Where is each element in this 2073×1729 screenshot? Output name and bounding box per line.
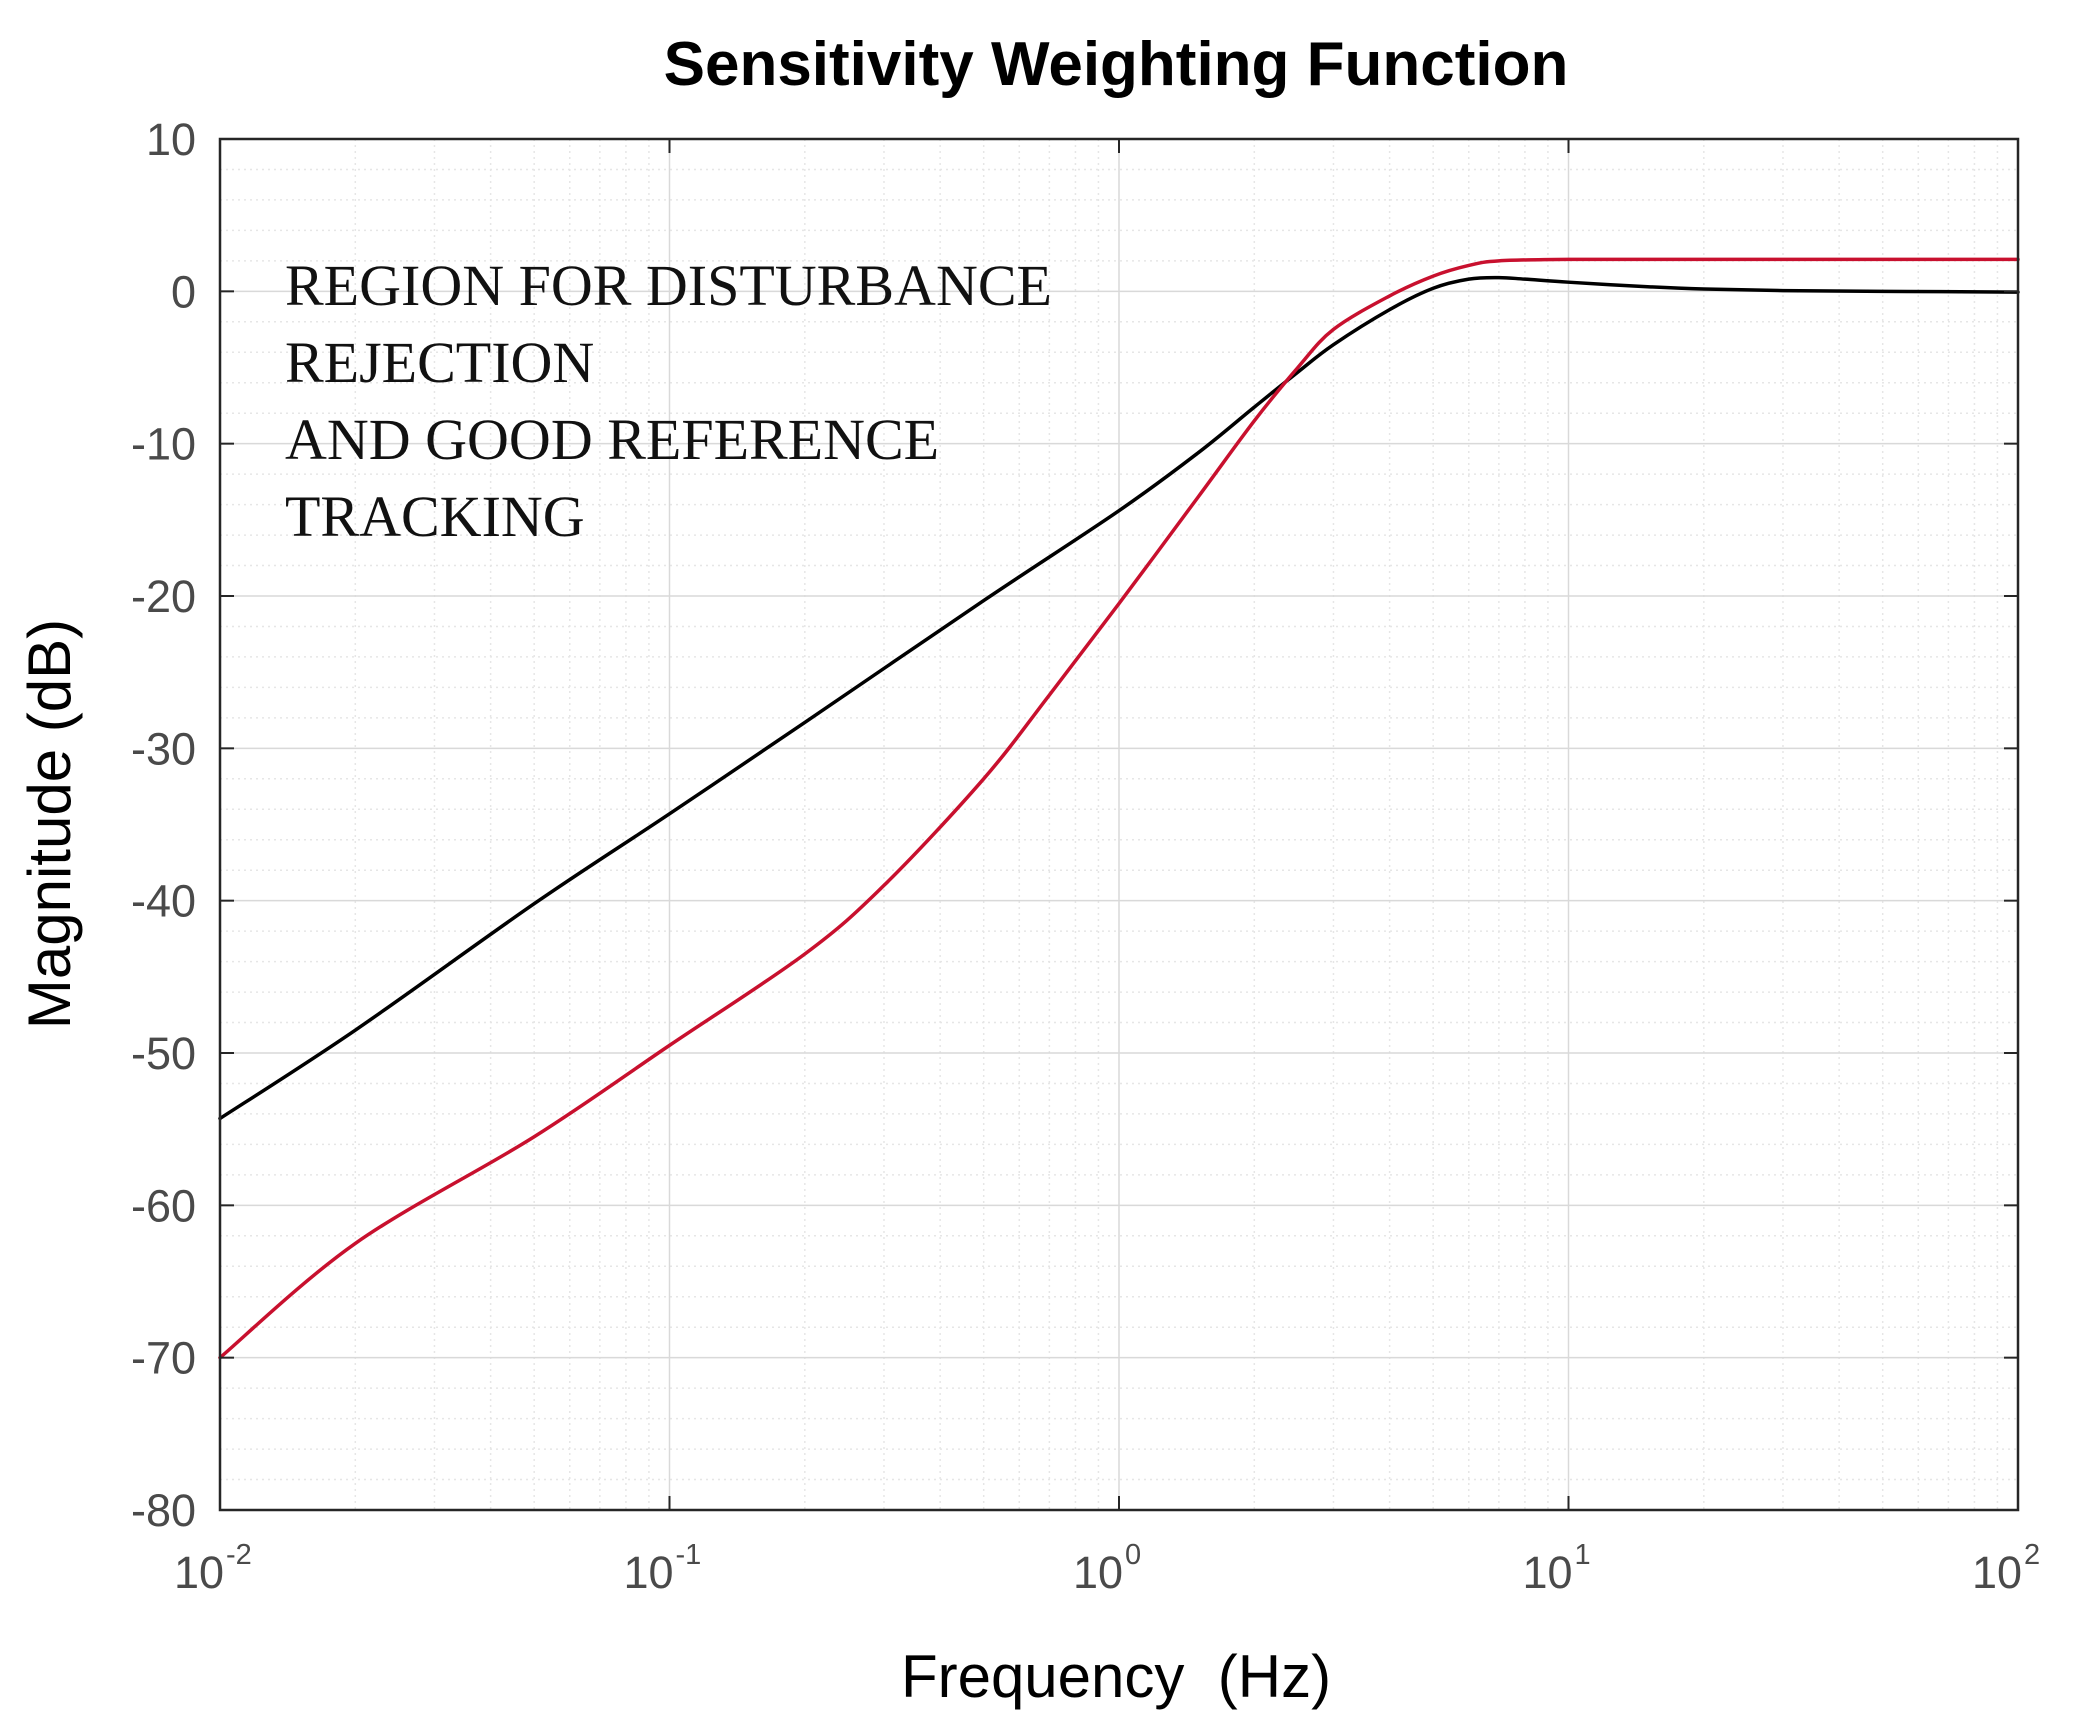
annotation-line: REJECTION: [285, 330, 594, 395]
annotation-line: REGION FOR DISTURBANCE: [285, 253, 1052, 318]
annotation-line: TRACKING: [285, 484, 585, 549]
y-tick-label: -80: [131, 1485, 196, 1536]
minor-grid: [220, 139, 2018, 1510]
x-tick-label-base: 10: [1073, 1547, 1123, 1598]
x-tick-label-base: 10: [1972, 1547, 2022, 1598]
tick-marks: [219, 138, 2019, 1511]
y-tick-label: -30: [131, 723, 196, 774]
x-tick-label: 10 -1: [623, 1539, 701, 1598]
x-tick-labels: 10 -2 10 -1 10 0 10 1 10 2: [174, 1539, 2040, 1598]
y-axis-label: Magnitude (dB): [16, 619, 83, 1029]
series-line-red-curve: [218, 257, 2020, 1360]
annotation-text: REGION FOR DISTURBANCE REJECTION AND GOOD …: [285, 253, 1052, 549]
y-tick-label: -70: [131, 1333, 196, 1384]
series-layer: [218, 257, 2020, 1360]
x-tick-label-base: 10: [623, 1547, 673, 1598]
y-tick-label: -50: [131, 1028, 196, 1079]
y-tick-label: 10: [146, 114, 196, 165]
x-tick-label-exponent: 1: [1575, 1539, 1591, 1571]
y-tick-label: -40: [131, 876, 196, 927]
x-tick-label: 10 1: [1522, 1539, 1590, 1598]
x-tick-label-exponent: -2: [226, 1539, 252, 1571]
x-axis-label: Frequency (Hz): [901, 1643, 1331, 1710]
y-tick-label: 0: [171, 266, 196, 317]
x-tick-label-exponent: 2: [2024, 1539, 2040, 1571]
x-tick-label-base: 10: [174, 1547, 224, 1598]
series-line-black-curve: [218, 275, 2020, 1121]
y-tick-label: -60: [131, 1180, 196, 1231]
major-grid: [220, 139, 2018, 1510]
x-tick-label-base: 10: [1522, 1547, 1572, 1598]
x-tick-label: 10 -2: [174, 1539, 252, 1598]
x-tick-label-exponent: 0: [1125, 1539, 1141, 1571]
x-tick-label: 10 0: [1073, 1539, 1141, 1598]
chart-title: Sensitivity Weighting Function: [664, 30, 1569, 99]
y-tick-label: -20: [131, 571, 196, 622]
y-tick-labels: 10 0 -10 -20 -30 -40 -50 -60 -70 -80: [131, 114, 196, 1536]
x-tick-label: 10 2: [1972, 1539, 2040, 1598]
x-tick-label-exponent: -1: [676, 1539, 702, 1571]
y-tick-label: -10: [131, 419, 196, 470]
annotation-line: AND GOOD REFERENCE: [285, 407, 939, 472]
